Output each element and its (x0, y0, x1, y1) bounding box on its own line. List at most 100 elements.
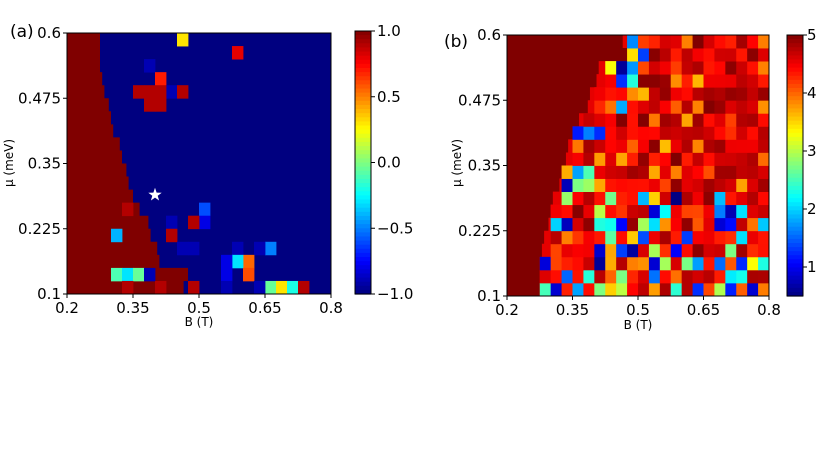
heatmap-cell (659, 100, 672, 114)
colorbar-segment (787, 47, 803, 52)
heatmap-cell (714, 256, 726, 271)
heatmap-cell (670, 178, 683, 192)
colorbar-segment (355, 244, 371, 250)
heatmap-cell (627, 191, 639, 206)
heatmap-cell (605, 178, 617, 192)
heatmap-cell (572, 256, 584, 271)
heatmap-cells (67, 33, 331, 295)
heatmap-cell (144, 267, 156, 282)
heatmap-cell (714, 100, 726, 114)
heatmap-cell (670, 269, 683, 284)
heatmap-cell (681, 269, 693, 284)
colorbar-tick-label: 1.0 (377, 22, 401, 40)
heatmap-cell (627, 256, 639, 271)
colorbar-segment (787, 238, 803, 244)
heatmap-cell (692, 282, 704, 297)
heatmap-cell (155, 85, 167, 99)
colorbar-segment (787, 108, 803, 114)
heatmap-cell (627, 152, 639, 166)
colorbar-segment (355, 170, 371, 176)
heatmap-cell (659, 87, 672, 101)
heatmap-cell (111, 267, 123, 282)
heatmap-cell (659, 113, 672, 127)
colorbar-segment (787, 214, 803, 220)
y-tick-label: 0.475 (458, 91, 501, 109)
heatmap-cell (627, 178, 639, 192)
heatmap-cell (758, 204, 770, 219)
heatmap-cell (703, 139, 715, 153)
heatmap-cell (648, 61, 661, 75)
heatmap-cell (638, 35, 650, 49)
heatmap-cell (659, 204, 672, 219)
colorbar-segment (355, 211, 371, 217)
y-tick-label: 0.225 (18, 220, 61, 238)
heatmap-cell (616, 282, 628, 297)
heatmap-cell (594, 204, 606, 219)
colorbar-segment (787, 181, 803, 187)
heatmap-cell (692, 256, 704, 271)
heatmap-cell (648, 74, 661, 88)
heatmap-cell (638, 61, 650, 75)
x-axis-label: B (T) (624, 318, 653, 332)
heatmap-cell (703, 256, 715, 271)
heatmap-cell (638, 100, 650, 114)
heatmap-cell (714, 230, 726, 245)
x-tick-label: 0.8 (319, 299, 343, 317)
colorbar-segment (787, 169, 803, 175)
colorbar-segment (355, 47, 371, 53)
heatmap-cell (714, 217, 726, 232)
heatmap-cell (627, 139, 639, 153)
heatmap-cell (758, 48, 770, 62)
heatmap-cell (539, 256, 552, 271)
heatmap-cell (605, 165, 617, 179)
heatmap-cell (583, 113, 595, 127)
heatmap-cell (725, 282, 737, 297)
heatmap-cell (638, 204, 650, 219)
heatmap-cell (659, 126, 672, 140)
heatmap-cell (550, 269, 562, 284)
heatmap-cell (648, 152, 661, 166)
heatmap-cell (747, 61, 759, 75)
heatmap-cell (659, 152, 672, 166)
heatmap-cell (561, 282, 573, 297)
colorbar-segment (787, 206, 803, 211)
heatmap-cell (692, 126, 704, 140)
colorbar-segment (787, 75, 803, 81)
heatmap-cell (638, 243, 650, 258)
heatmap-cell (747, 178, 759, 192)
heatmap-cell (758, 126, 770, 140)
heatmap-cell (648, 126, 661, 140)
heatmap-cell (681, 256, 693, 271)
colorbar-segment (355, 96, 371, 102)
heatmap-cell (594, 152, 606, 166)
heatmap-cell (681, 191, 693, 206)
heatmap-cell (670, 113, 683, 127)
heatmap-cell (659, 230, 672, 245)
colorbar-segment (787, 185, 803, 191)
colorbar-segment (355, 224, 371, 229)
y-tick-label: 0.6 (477, 26, 501, 44)
heatmap-cell (627, 230, 639, 245)
y-tick-label: 0.225 (458, 222, 501, 240)
heatmap-cell (714, 191, 726, 206)
heatmap-cell (594, 269, 606, 284)
heatmap-cell (681, 61, 693, 75)
heatmap-cell (648, 113, 661, 127)
heatmap-cell (692, 230, 704, 245)
colorbar-segment (787, 226, 803, 232)
heatmap-cell (166, 228, 178, 243)
colorbar-segment (787, 210, 803, 216)
heatmap-cell (638, 126, 650, 140)
heatmap-cell (648, 256, 661, 271)
heatmap-cell (287, 280, 299, 295)
colorbar-segment (787, 63, 803, 69)
heatmap-cell (659, 243, 672, 258)
heatmap-cell (605, 282, 617, 297)
heatmap-cell (616, 230, 628, 245)
heatmap-cell (681, 282, 693, 297)
heatmap-cell (166, 215, 178, 230)
heatmap-cell (648, 87, 661, 101)
heatmap-cell (166, 85, 178, 99)
heatmap-cell (605, 113, 617, 127)
heatmap-cell (648, 100, 661, 114)
